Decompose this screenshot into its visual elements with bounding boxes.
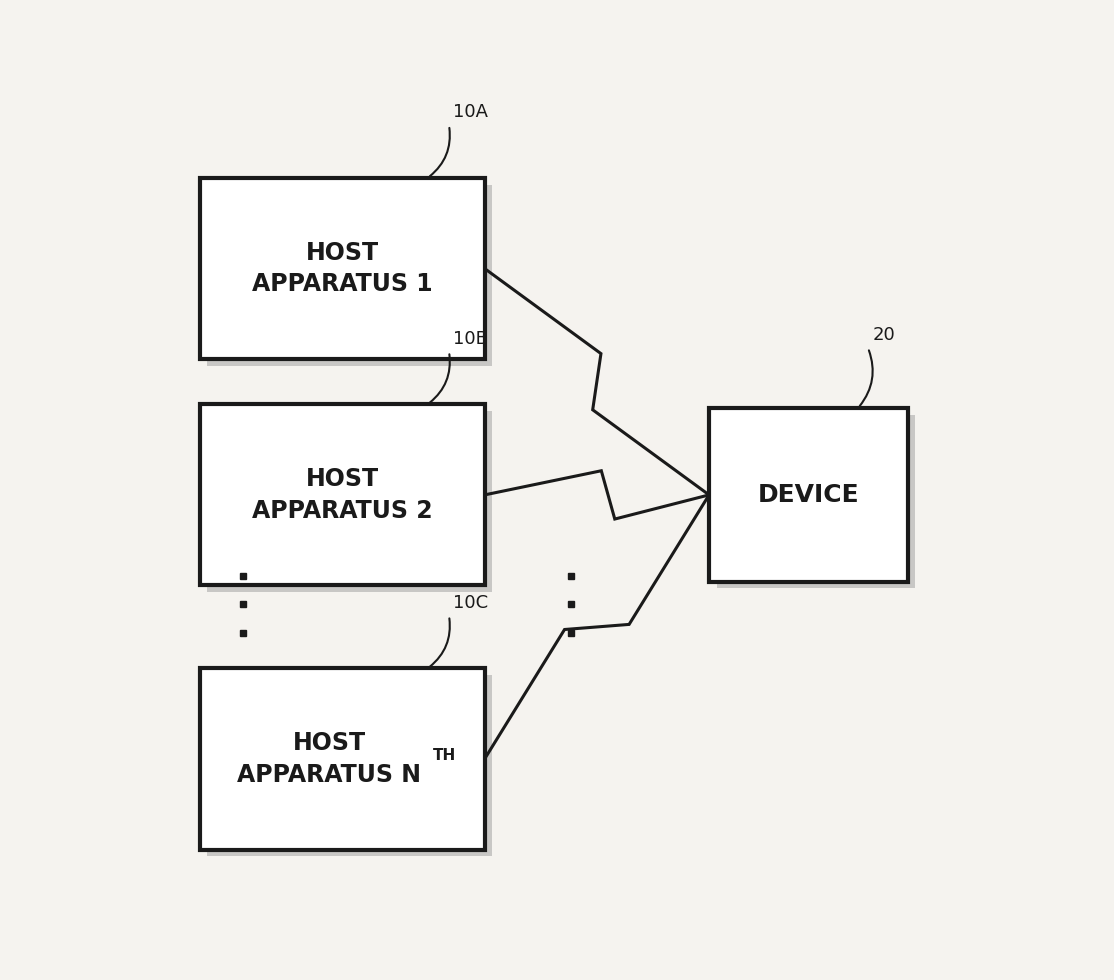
Bar bbox=[207, 412, 492, 592]
Bar bbox=[199, 405, 485, 585]
Bar bbox=[716, 415, 916, 588]
Text: 10C: 10C bbox=[453, 594, 488, 612]
Bar bbox=[199, 178, 485, 359]
Text: DEVICE: DEVICE bbox=[758, 483, 859, 507]
Text: HOST
APPARATUS 1: HOST APPARATUS 1 bbox=[252, 241, 432, 296]
Text: 10B: 10B bbox=[453, 329, 488, 348]
Bar bbox=[199, 668, 485, 850]
Bar bbox=[207, 185, 492, 366]
Text: 10A: 10A bbox=[453, 103, 488, 122]
Text: HOST
APPARATUS N: HOST APPARATUS N bbox=[237, 731, 421, 787]
Bar bbox=[710, 408, 908, 582]
Text: TH: TH bbox=[432, 748, 456, 762]
Text: 20: 20 bbox=[872, 326, 895, 344]
Text: HOST
APPARATUS 2: HOST APPARATUS 2 bbox=[252, 467, 432, 522]
Bar bbox=[207, 675, 492, 857]
